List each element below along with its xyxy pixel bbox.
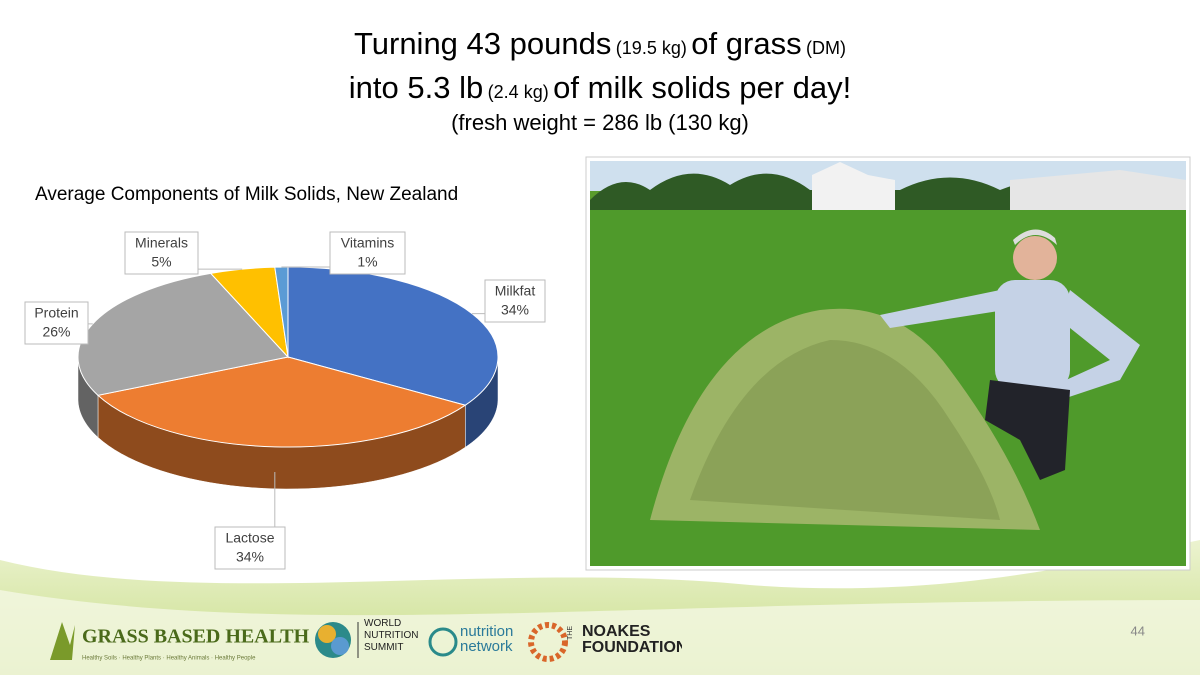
title-part: (DM) <box>806 38 847 58</box>
value-label: 34% <box>236 549 264 565</box>
title-part: of grass <box>691 26 802 61</box>
subtitle: (fresh weight = 286 lb (130 kg) <box>451 110 749 135</box>
title-part: Turning 43 pounds <box>353 26 612 61</box>
title-line: Turning 43 pounds (19.5 kg) of grass (DM… <box>0 26 1200 62</box>
page-number: 44 <box>1131 623 1145 638</box>
value-label: 26% <box>42 324 70 340</box>
chart: Average Components of Milk Solids, New Z… <box>24 184 546 570</box>
logo-small: THE <box>567 626 574 640</box>
slice-label: Lactose <box>225 530 274 546</box>
title-part: into 5.3 lb <box>348 70 484 105</box>
photo <box>585 156 1191 571</box>
slice-label: Vitamins <box>341 235 394 251</box>
slice <box>77 272 289 396</box>
label-box <box>214 526 286 570</box>
slice-label: Minerals <box>135 235 188 251</box>
slice-label: Milkfat <box>495 283 536 299</box>
footer: GRASS BASED HEALTH Healthy Soils · Healt… <box>50 618 1145 662</box>
logo-text: WORLD NUTRITION SUMMIT <box>364 618 419 653</box>
title-part: (19.5 kg) <box>615 38 687 58</box>
title-line: into 5.3 lb (2.4 kg) of milk solids per … <box>0 70 1200 106</box>
logo-tagline: Healthy Soils · Healthy Plants · Healthy… <box>82 656 256 662</box>
logo-text: NOAKES FOUNDATION <box>582 624 682 656</box>
chart-title: Average Components of Milk Solids, New Z… <box>35 184 458 205</box>
slice <box>96 356 467 448</box>
label-box <box>329 231 406 275</box>
title-part: (2.4 kg) <box>487 82 549 102</box>
title-part: of milk solids per day! <box>553 70 852 105</box>
logo-text: nutrition network <box>460 624 514 655</box>
value-label: 34% <box>501 302 529 318</box>
label-box <box>124 231 199 275</box>
label-box <box>24 301 89 345</box>
logo-text: GRASS BASED HEALTH <box>82 626 310 648</box>
label-box <box>484 279 546 323</box>
value-label: 5% <box>151 254 171 270</box>
slice-label: Protein <box>34 305 78 321</box>
value-label: 1% <box>357 254 377 270</box>
